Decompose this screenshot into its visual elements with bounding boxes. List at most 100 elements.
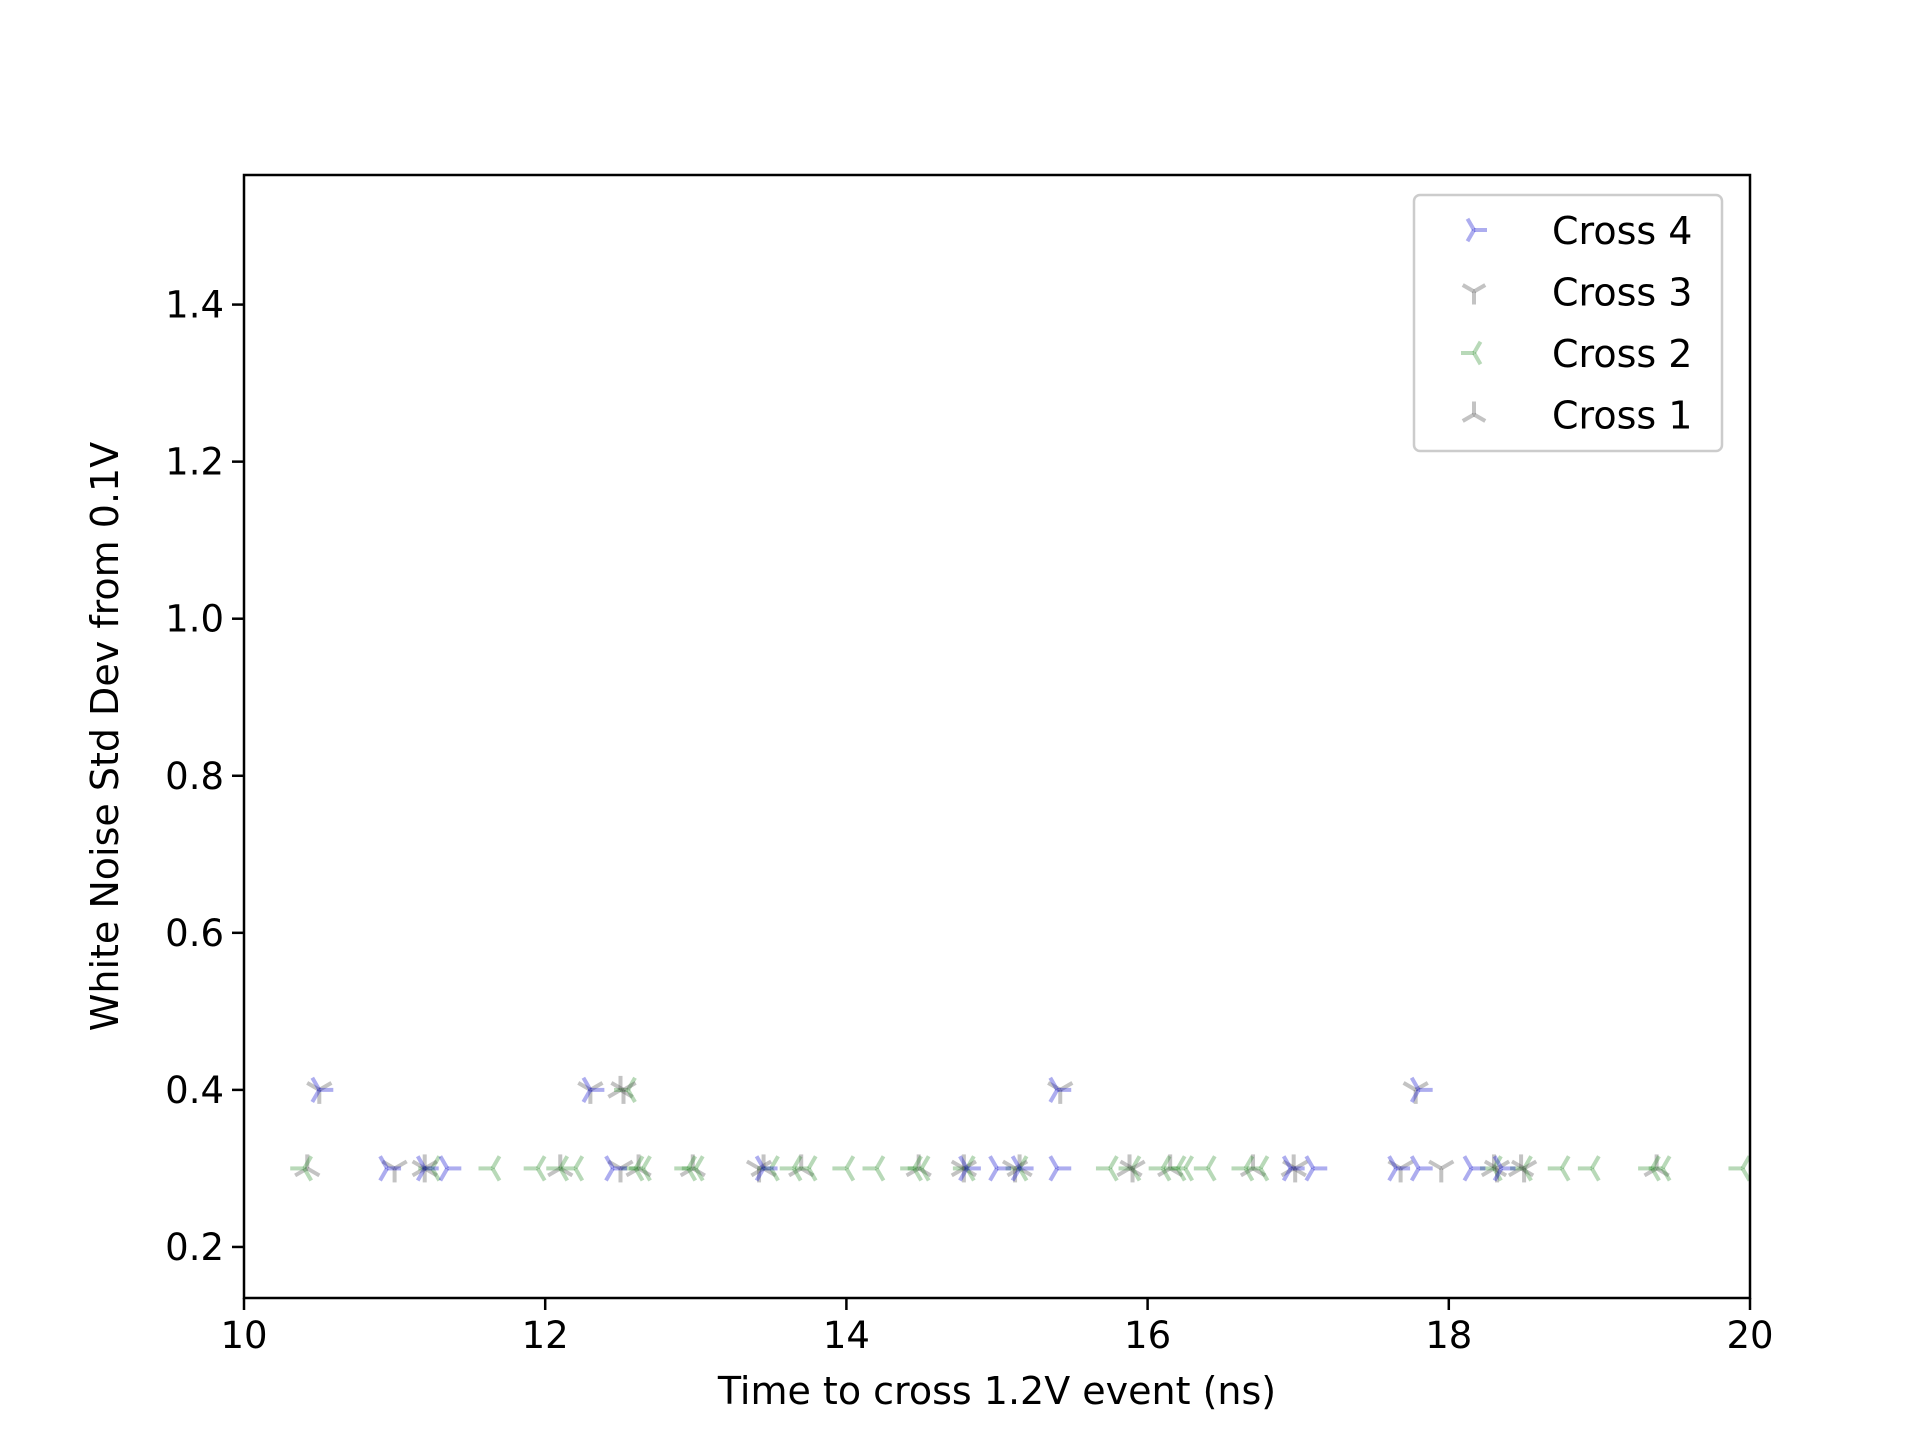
legend-label: Cross 1 (1552, 394, 1692, 438)
data-point (1010, 1155, 1034, 1182)
data-point (779, 1155, 803, 1182)
data-point (958, 1155, 981, 1182)
y-tick-label: 1.0 (165, 598, 224, 641)
x-tick-label: 18 (1425, 1314, 1472, 1357)
data-point (1157, 1154, 1184, 1178)
data-point (674, 1155, 698, 1182)
data-point (1282, 1159, 1309, 1183)
data-point (621, 1155, 645, 1182)
data-point (1409, 1155, 1433, 1182)
data-point (547, 1154, 574, 1178)
data-point (1507, 1154, 1535, 1178)
data-point (1387, 1155, 1411, 1182)
data-point (1280, 1154, 1307, 1178)
data-point (1510, 1159, 1538, 1183)
data-point (625, 1154, 652, 1178)
data-point (1480, 1154, 1508, 1178)
x-axis-ticks: 10 12 14 16 18 20 (220, 1298, 1774, 1357)
data-point (1402, 1081, 1429, 1104)
data-point (438, 1155, 462, 1182)
data-point (1163, 1155, 1187, 1182)
legend-marker (1461, 340, 1483, 366)
y-tick-label: 0.6 (165, 912, 224, 955)
data-point (1728, 1155, 1752, 1182)
data-point (1001, 1159, 1029, 1183)
data-point (1638, 1155, 1661, 1182)
data-point (1118, 1155, 1142, 1182)
data-point (794, 1155, 818, 1182)
y-tick-label: 0.2 (165, 1226, 224, 1269)
data-point (745, 1159, 773, 1183)
data-point (306, 1081, 333, 1104)
data-point (1387, 1159, 1414, 1183)
data-point (832, 1155, 856, 1182)
data-point (415, 1155, 439, 1182)
data-point (1231, 1155, 1255, 1182)
data-point (1239, 1154, 1267, 1178)
data-point (1462, 1155, 1486, 1182)
y-axis-label: White Noise Std Dev from 0.1V (83, 442, 127, 1031)
data-point (1148, 1155, 1172, 1182)
data-point (754, 1155, 778, 1182)
data-point (1428, 1159, 1455, 1183)
data-point (1547, 1155, 1571, 1182)
x-axis-label: Time to cross 1.2V event (ns) (717, 1369, 1276, 1413)
data-point (1116, 1154, 1143, 1178)
data-point (681, 1155, 705, 1182)
data-point (577, 1081, 604, 1104)
x-tick-label: 14 (823, 1314, 870, 1357)
y-axis-ticks: 0.2 0.4 0.6 0.8 1.0 1.2 1.4 (165, 284, 244, 1269)
data-point (418, 1155, 441, 1182)
data-point (294, 1154, 321, 1178)
data-point (610, 1081, 637, 1104)
plot-frame (242, 173, 1752, 1300)
data-point (607, 1075, 634, 1099)
legend-items: Cross 4 Cross 3 Cross 2 Cross 1 (1461, 209, 1692, 438)
data-point (1095, 1155, 1119, 1182)
x-tick-label: 10 (220, 1314, 267, 1357)
y-tick-label: 0.4 (165, 1069, 224, 1112)
data-point (950, 1159, 977, 1183)
data-point (905, 1154, 932, 1178)
data-point (290, 1155, 313, 1182)
data-point (1492, 1155, 1516, 1182)
data-point (546, 1155, 569, 1182)
y-tick-label: 1.4 (165, 284, 224, 327)
legend-marker (1465, 217, 1487, 243)
y-tick-label: 0.8 (165, 755, 224, 798)
data-point (1648, 1155, 1672, 1182)
data-markers (290, 1075, 1752, 1183)
y-tick-label: 1.2 (165, 441, 224, 484)
x-tick-label: 20 (1726, 1314, 1773, 1357)
legend-marker (1461, 401, 1487, 423)
data-point (1119, 1159, 1146, 1183)
data-point (1577, 1155, 1601, 1182)
data-point (1510, 1155, 1533, 1182)
data-point (788, 1154, 815, 1178)
data-point (561, 1155, 585, 1182)
data-point (604, 1155, 627, 1182)
data-point (757, 1155, 780, 1182)
legend-marker (1461, 283, 1487, 305)
legend-box (1412, 193, 1724, 453)
data-point (1409, 1076, 1433, 1104)
data-point (607, 1159, 634, 1183)
data-point (581, 1076, 605, 1104)
data-point (1005, 1155, 1029, 1182)
data-point (900, 1155, 923, 1182)
data-point (1193, 1155, 1217, 1182)
data-point (1171, 1155, 1194, 1182)
legend-label: Cross 2 (1552, 332, 1692, 376)
legend-label: Cross 3 (1552, 271, 1692, 315)
x-tick-label: 12 (522, 1314, 569, 1357)
data-point (478, 1155, 502, 1182)
data-point (378, 1155, 402, 1182)
data-point (411, 1159, 438, 1183)
data-point (1246, 1155, 1270, 1182)
data-point (862, 1155, 886, 1182)
data-point (1483, 1159, 1511, 1183)
data-point (1048, 1076, 1072, 1104)
data-point (750, 1154, 777, 1178)
data-point (614, 1076, 637, 1104)
